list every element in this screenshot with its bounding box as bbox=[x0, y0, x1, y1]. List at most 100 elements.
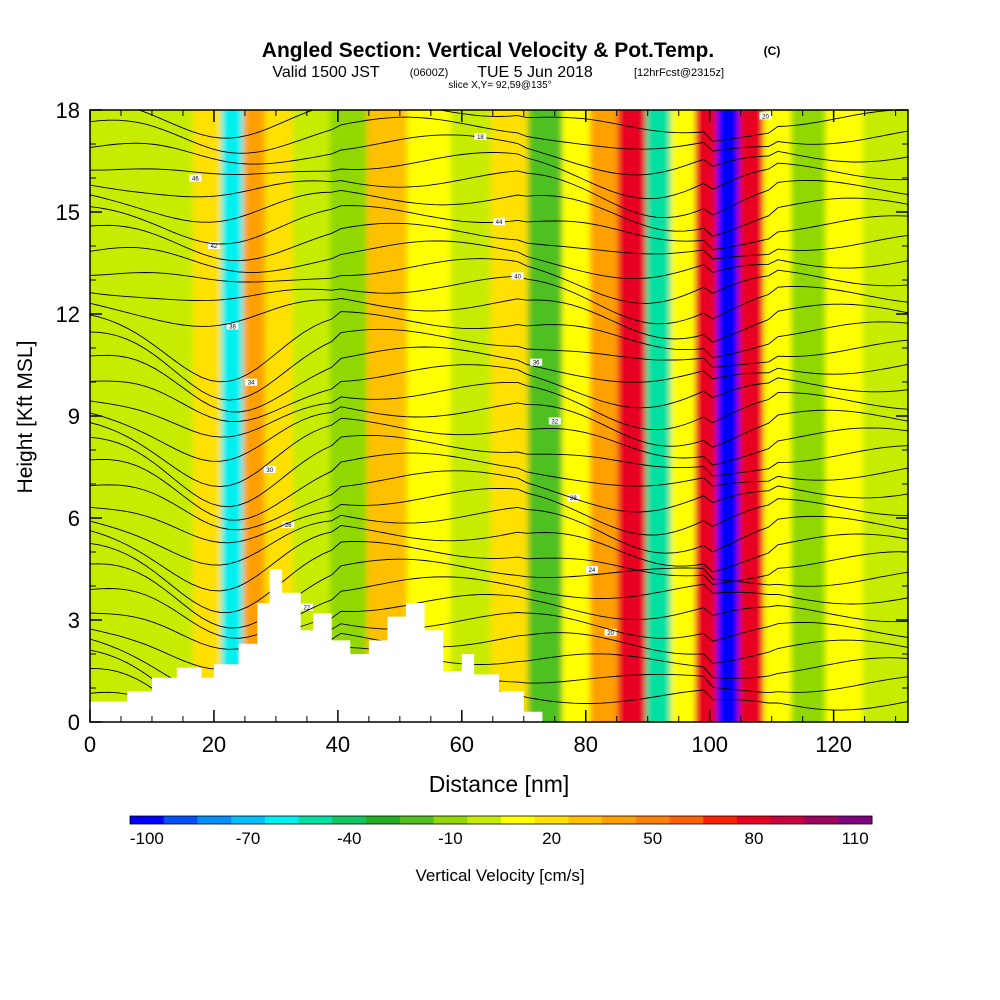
colorbar-swatch bbox=[264, 816, 300, 824]
colorbar-swatch bbox=[433, 816, 468, 824]
theta-label: 26 bbox=[285, 523, 292, 529]
theta-label-bg bbox=[300, 603, 313, 611]
theta-contour bbox=[90, 240, 908, 280]
chart-title-suffix: (C) bbox=[764, 44, 781, 58]
y-tick-label: 3 bbox=[68, 608, 80, 633]
theta-label-bg bbox=[282, 521, 295, 529]
velocity-band bbox=[763, 110, 796, 722]
velocity-band bbox=[329, 110, 371, 722]
theta-label-bg bbox=[493, 218, 505, 226]
velocity-field bbox=[90, 110, 908, 722]
theta-contour bbox=[90, 417, 908, 488]
theta-label: 38 bbox=[229, 324, 236, 330]
velocity-band bbox=[562, 110, 594, 722]
valid-utc: (0600Z) bbox=[410, 67, 449, 79]
x-axis-label: Distance [nm] bbox=[429, 771, 570, 797]
velocity-band bbox=[450, 110, 495, 722]
theta-contour bbox=[90, 434, 908, 508]
y-tick-label: 0 bbox=[68, 710, 80, 735]
terrain-mask bbox=[90, 569, 543, 722]
colorbar-swatch bbox=[197, 816, 232, 824]
y-tick-label: 15 bbox=[56, 200, 80, 225]
theta-contour bbox=[90, 170, 908, 219]
slice-label: slice X,Y= 92,59@135° bbox=[448, 80, 551, 91]
theta-label-bg bbox=[189, 174, 202, 182]
x-tick-label: 100 bbox=[691, 732, 728, 757]
colorbar-swatch bbox=[501, 816, 536, 824]
colorbar-tick-label: -40 bbox=[337, 829, 362, 848]
theta-contour bbox=[90, 452, 908, 521]
colorbar-swatch bbox=[366, 816, 401, 824]
velocity-band bbox=[825, 110, 867, 722]
y-tick-label: 9 bbox=[68, 404, 80, 429]
velocity-band bbox=[738, 110, 768, 722]
theta-label-bg bbox=[511, 272, 524, 280]
colorbar-tick-label: 80 bbox=[744, 829, 763, 848]
colorbar-swatch bbox=[467, 816, 502, 824]
colorbar-frame bbox=[129, 815, 873, 825]
terrain bbox=[90, 569, 543, 722]
theta-label: 20 bbox=[762, 114, 769, 120]
valid-date: TUE 5 Jun 2018 bbox=[477, 64, 593, 81]
theta-label-bg bbox=[604, 628, 617, 636]
theta-label-bg bbox=[567, 494, 580, 502]
colorbar-swatch bbox=[804, 816, 839, 824]
valid-prefix: Valid 1500 JST bbox=[272, 64, 380, 81]
colorbar-tick-label: 20 bbox=[542, 829, 561, 848]
theta-label-bg bbox=[263, 465, 276, 473]
theta-label: 30 bbox=[266, 468, 273, 474]
theta-contour bbox=[90, 258, 908, 304]
velocity-band bbox=[716, 110, 743, 722]
theta-contour bbox=[90, 381, 908, 438]
theta-contour bbox=[90, 275, 908, 325]
theta-contour bbox=[90, 311, 908, 383]
colorbar-swatch bbox=[602, 816, 637, 824]
theta-contours: 1820222426283032343638404244461820 bbox=[90, 110, 908, 722]
colorbar-swatch bbox=[298, 816, 333, 824]
plot-area: 1820222426283032343638404244461820 bbox=[90, 110, 908, 722]
colorbar-swatch bbox=[568, 816, 603, 824]
y-tick-label: 12 bbox=[56, 302, 80, 327]
theta-contour bbox=[90, 470, 908, 531]
theta-contour bbox=[90, 134, 908, 176]
valid-line: Valid 1500 JST bbox=[272, 64, 380, 81]
theta-contour bbox=[90, 487, 908, 544]
theta-label: 36 bbox=[533, 361, 540, 367]
colorbar-swatch bbox=[332, 816, 367, 824]
theta-label: 24 bbox=[589, 568, 596, 574]
x-tick-label: 20 bbox=[202, 732, 226, 757]
x-tick-label: 80 bbox=[574, 732, 598, 757]
theta-label: 40 bbox=[514, 274, 521, 280]
colorbar-swatch bbox=[231, 816, 266, 824]
colorbar-swatch bbox=[770, 816, 806, 824]
x-tick-label: 60 bbox=[450, 732, 474, 757]
theta-label: 44 bbox=[496, 220, 503, 226]
theta-label-bg bbox=[207, 241, 220, 249]
velocity-band bbox=[645, 110, 675, 722]
colorbar-swatch bbox=[737, 816, 772, 824]
x-tick-label: 0 bbox=[84, 732, 96, 757]
theta-contour bbox=[90, 506, 908, 566]
theta-contour bbox=[90, 541, 908, 614]
theta-contour bbox=[90, 402, 908, 462]
theta-contour bbox=[90, 576, 908, 639]
colorbar-tick-label: 50 bbox=[643, 829, 662, 848]
theta-label: 18 bbox=[477, 135, 484, 141]
theta-contour bbox=[90, 328, 908, 401]
theta-contour bbox=[90, 152, 908, 200]
colorbar-swatch bbox=[399, 816, 435, 824]
theta-contour bbox=[90, 222, 908, 262]
x-tick-label: 40 bbox=[326, 732, 350, 757]
chart-title: Angled Section: Vertical Velocity & Pot.… bbox=[262, 39, 714, 62]
theta-label-bg bbox=[759, 112, 772, 120]
theta-label: 32 bbox=[551, 420, 558, 426]
colorbar-swatch bbox=[635, 816, 671, 824]
theta-contour bbox=[90, 594, 908, 650]
velocity-band bbox=[527, 110, 567, 722]
colorbar-swatch bbox=[130, 816, 165, 824]
y-tick-label: 6 bbox=[68, 506, 80, 531]
velocity-band bbox=[791, 110, 830, 722]
theta-label: 34 bbox=[248, 381, 255, 387]
theta-contour bbox=[90, 116, 908, 154]
